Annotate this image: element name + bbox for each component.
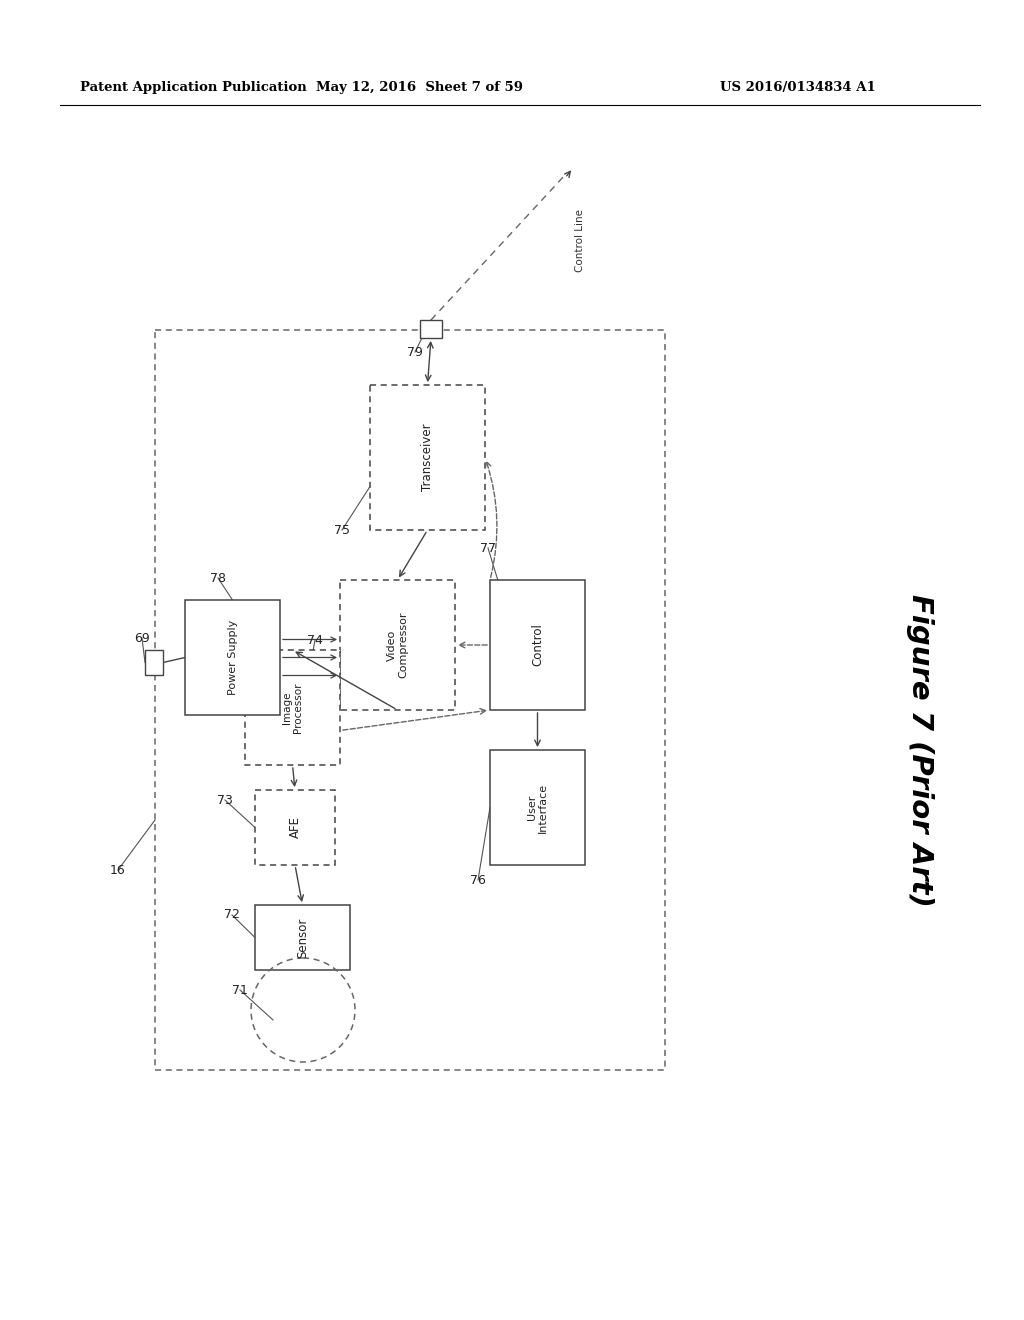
Bar xyxy=(490,579,585,710)
Bar xyxy=(145,649,163,675)
Text: 78: 78 xyxy=(210,572,226,585)
Bar xyxy=(255,906,350,970)
Text: 76: 76 xyxy=(470,874,486,887)
Text: Power Supply: Power Supply xyxy=(227,620,238,696)
Text: 74: 74 xyxy=(307,634,323,647)
Text: AFE: AFE xyxy=(289,817,301,838)
Text: Control Line: Control Line xyxy=(575,209,585,272)
Text: 79: 79 xyxy=(408,346,423,359)
Text: Sensor: Sensor xyxy=(296,917,309,958)
Bar xyxy=(245,649,340,766)
Text: Patent Application Publication: Patent Application Publication xyxy=(80,82,307,95)
Bar xyxy=(490,750,585,865)
Text: Video
Compressor: Video Compressor xyxy=(387,611,409,678)
Text: Figure 7 (Prior Art): Figure 7 (Prior Art) xyxy=(906,594,934,907)
Text: 77: 77 xyxy=(480,541,496,554)
Bar xyxy=(370,385,485,531)
Bar xyxy=(340,579,455,710)
Text: US 2016/0134834 A1: US 2016/0134834 A1 xyxy=(720,82,876,95)
Text: 72: 72 xyxy=(224,908,240,921)
Text: User
Interface: User Interface xyxy=(526,783,548,833)
Bar xyxy=(255,789,335,865)
Bar xyxy=(420,319,442,338)
Text: Control: Control xyxy=(531,623,544,667)
Text: Transceiver: Transceiver xyxy=(421,424,434,491)
Bar xyxy=(185,601,280,715)
Bar xyxy=(155,330,665,1071)
Text: Image
Processor: Image Processor xyxy=(282,682,303,733)
Text: 71: 71 xyxy=(232,983,248,997)
Text: 73: 73 xyxy=(217,793,232,807)
Text: 75: 75 xyxy=(334,524,350,536)
Text: May 12, 2016  Sheet 7 of 59: May 12, 2016 Sheet 7 of 59 xyxy=(316,82,523,95)
Text: 16: 16 xyxy=(111,863,126,876)
Text: 69: 69 xyxy=(134,631,150,644)
